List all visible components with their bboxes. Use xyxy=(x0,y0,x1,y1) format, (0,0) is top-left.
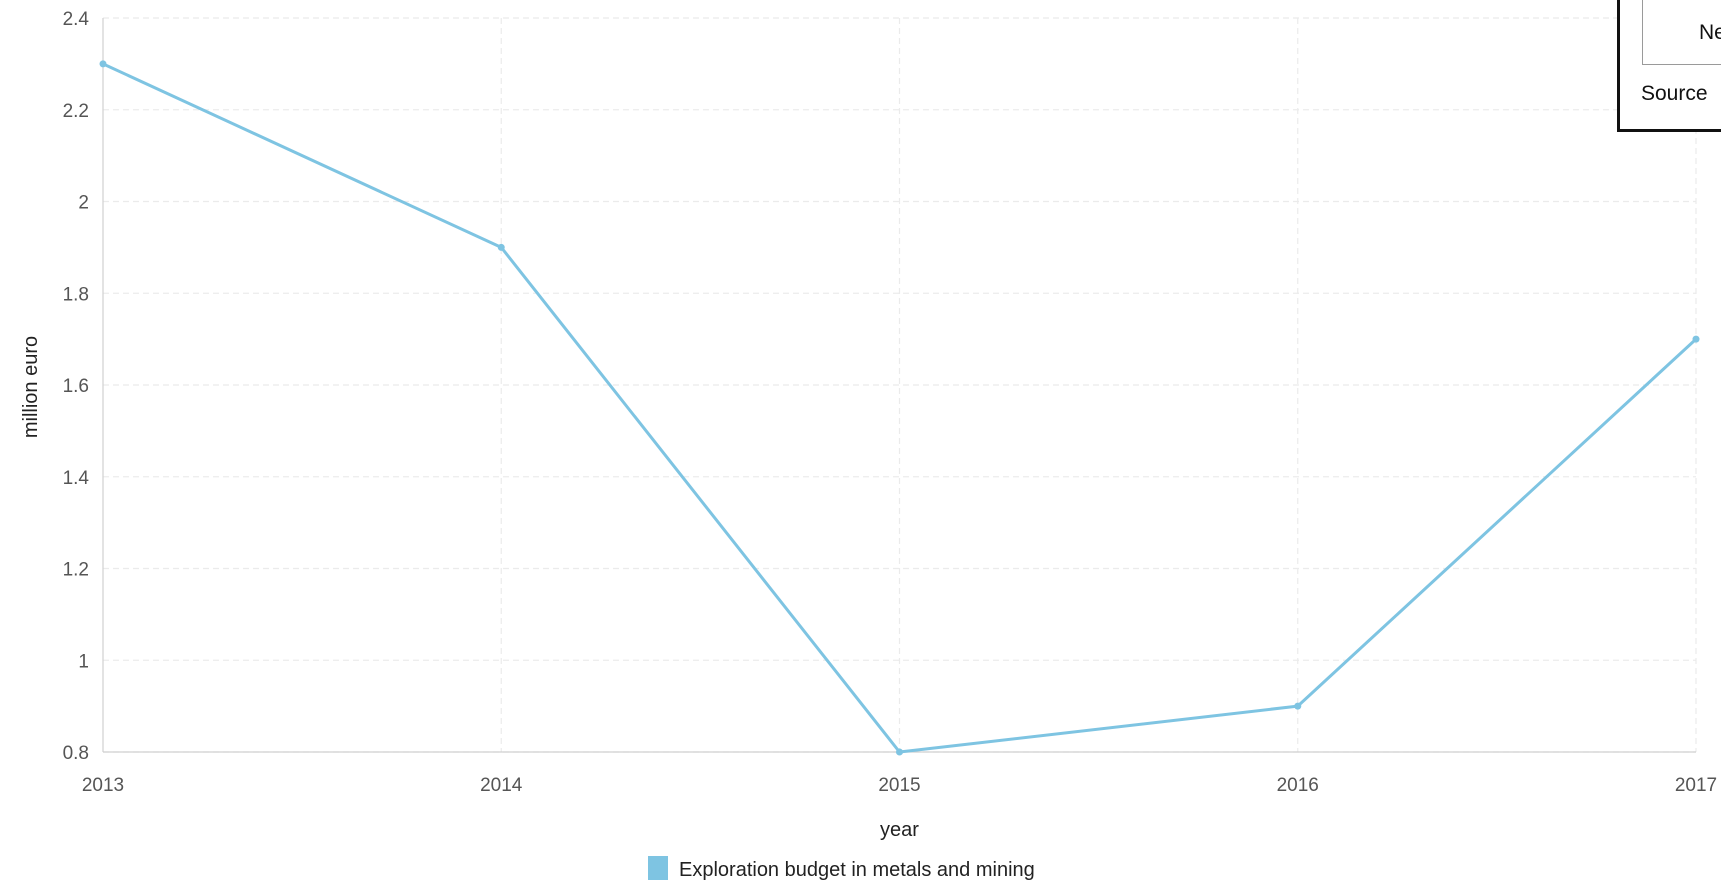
y-tick-label: 2.4 xyxy=(63,9,90,30)
popup-tab[interactable]: Net xyxy=(1642,0,1721,65)
x-tick-label: 2017 xyxy=(1675,775,1717,796)
data-point[interactable] xyxy=(896,748,903,756)
x-tick-label: 2015 xyxy=(878,775,920,796)
series-layer xyxy=(99,60,1700,756)
info-popup: Net Source xyxy=(1617,0,1721,132)
data-point[interactable] xyxy=(497,243,505,251)
y-tick-label: 1.8 xyxy=(63,284,89,305)
grid-lines xyxy=(103,17,1697,753)
y-tick-label: 0.8 xyxy=(63,743,89,764)
x-tick-label: 2013 xyxy=(82,775,124,796)
y-axis-title: million euro xyxy=(20,336,42,438)
y-tick-label: 1.6 xyxy=(63,376,89,397)
x-tick-label: 2014 xyxy=(480,775,523,796)
data-point[interactable] xyxy=(1294,702,1302,710)
y-tick-label: 2.2 xyxy=(63,101,89,122)
x-axis-title: year xyxy=(880,819,919,841)
x-tick-label: 2016 xyxy=(1277,775,1319,796)
legend-swatch xyxy=(648,856,668,880)
legend-label: Exploration budget in metals and mining xyxy=(679,859,1035,881)
y-tick-label: 1 xyxy=(78,651,89,672)
y-tick-label: 1.4 xyxy=(63,468,90,489)
popup-tab-label: Net xyxy=(1699,21,1721,44)
data-point[interactable] xyxy=(99,60,107,68)
popup-source-label: Source xyxy=(1641,82,1708,105)
data-point[interactable] xyxy=(1692,335,1700,343)
y-tick-label: 1.2 xyxy=(63,560,89,581)
y-tick-label: 2 xyxy=(78,193,89,214)
legend[interactable]: Exploration budget in metals and mining xyxy=(648,856,1035,881)
tick-labels: 0.8 1 1.2 1.4 1.6 1.8 2 2.2 2.4 2013 2014 2015 2016 2… xyxy=(63,9,1718,796)
